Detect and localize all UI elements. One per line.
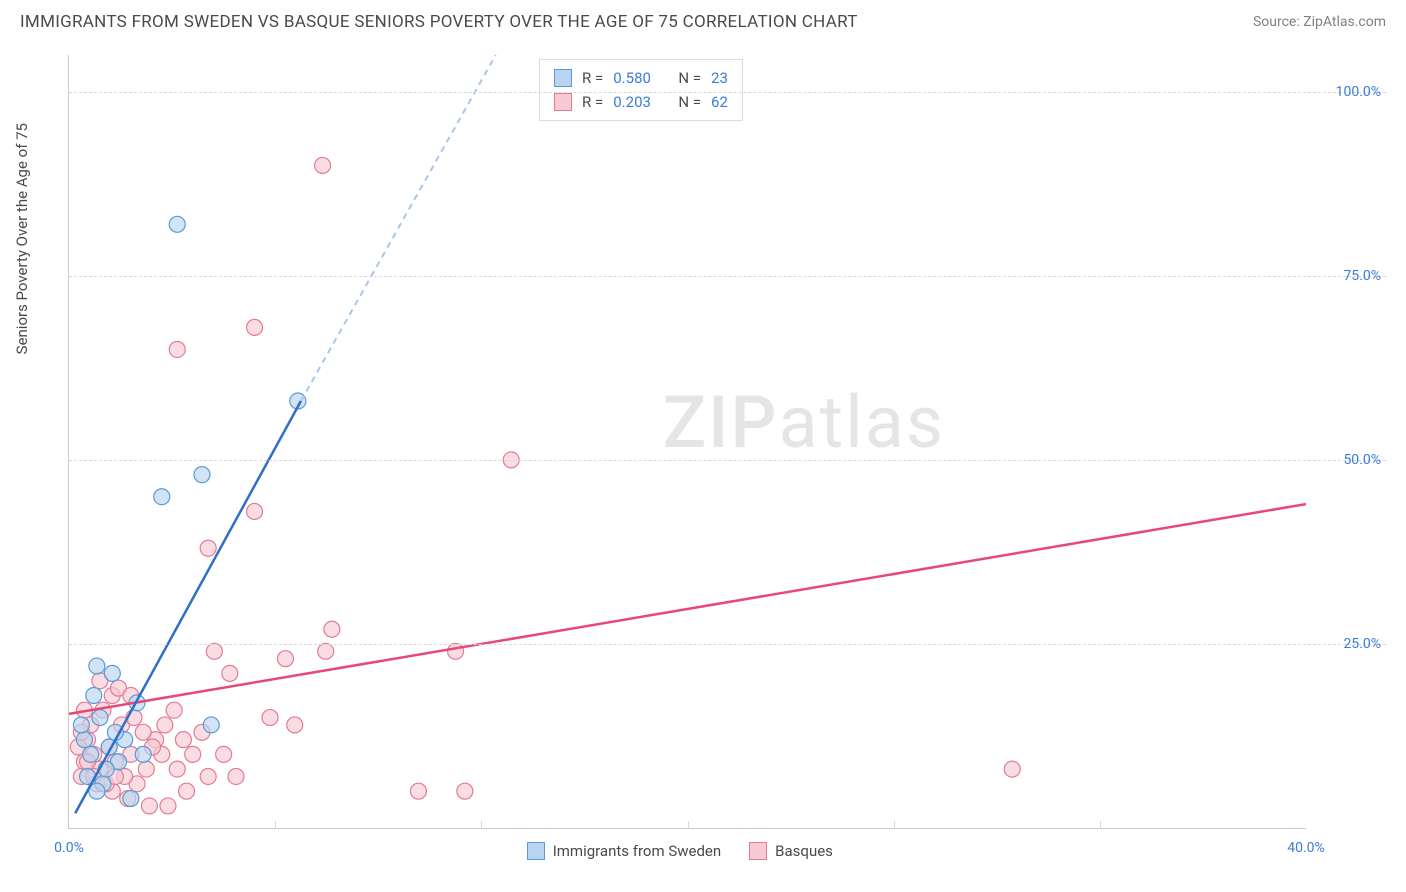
corr-n-label: N =	[678, 90, 701, 114]
y-tick-label: 25.0%	[1343, 636, 1381, 652]
corr-r-label: R =	[582, 66, 603, 90]
swatch-basques	[554, 93, 572, 111]
chart-container: Seniors Poverty Over the Age of 75 ZIPat…	[20, 45, 1386, 877]
corr-row-sweden: R = 0.580 N = 23	[554, 66, 728, 90]
legend-label-sweden: Immigrants from Sweden	[553, 842, 721, 860]
corr-r-label: R =	[582, 90, 603, 114]
chart-source: Source: ZipAtlas.com	[1253, 14, 1386, 30]
correlation-legend: R = 0.580 N = 23 R = 0.203 N = 62	[539, 59, 743, 121]
chart-header: IMMIGRANTS FROM SWEDEN VS BASQUE SENIORS…	[0, 0, 1406, 40]
y-tick-label: 100.0%	[1336, 84, 1381, 100]
corr-n-label: N =	[678, 66, 701, 90]
y-tick-label: 75.0%	[1343, 268, 1381, 284]
swatch-sweden-icon	[527, 842, 545, 860]
legend-label-basques: Basques	[775, 842, 833, 860]
corr-n-value-sweden: 23	[711, 66, 728, 90]
plot-svg	[69, 55, 1306, 828]
y-tick-label: 50.0%	[1343, 452, 1381, 468]
bottom-legend: Immigrants from Sweden Basques	[527, 842, 833, 860]
corr-n-value-basques: 62	[711, 90, 728, 114]
x-tick-label: 0.0%	[54, 840, 84, 856]
chart-title: IMMIGRANTS FROM SWEDEN VS BASQUE SENIORS…	[20, 12, 858, 32]
x-tick-label: 40.0%	[1287, 840, 1325, 856]
corr-r-value-basques: 0.203	[613, 90, 651, 114]
legend-item-basques: Basques	[749, 842, 833, 860]
corr-r-value-sweden: 0.580	[613, 66, 651, 90]
swatch-sweden	[554, 69, 572, 87]
swatch-basques-icon	[749, 842, 767, 860]
legend-item-sweden: Immigrants from Sweden	[527, 842, 721, 860]
corr-row-basques: R = 0.203 N = 62	[554, 90, 728, 114]
y-axis-label: Seniors Poverty Over the Age of 75	[13, 123, 31, 354]
plot-area: ZIPatlas R = 0.580 N = 23 R = 0.203 N = …	[68, 55, 1306, 829]
